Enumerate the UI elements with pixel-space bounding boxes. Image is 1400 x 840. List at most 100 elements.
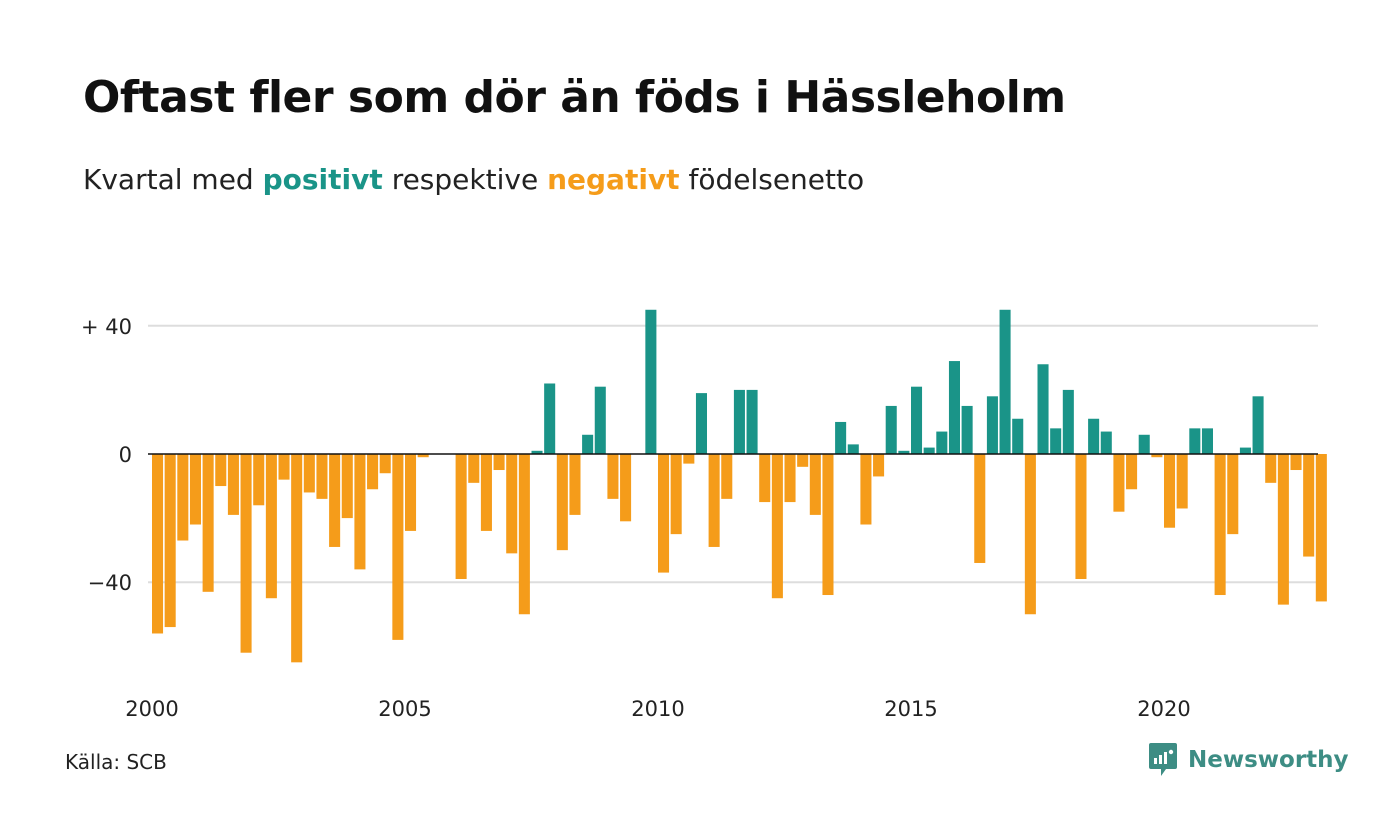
subtitle-positive-word: positivt xyxy=(262,163,383,196)
bar-62 xyxy=(936,431,948,454)
bar-20 xyxy=(405,454,417,531)
bar-10 xyxy=(278,454,290,480)
bar-2 xyxy=(177,454,189,541)
y-tick-label-0: + 40 xyxy=(81,315,132,339)
bar-87 xyxy=(1252,396,1264,454)
bar-13 xyxy=(316,454,328,499)
bar-5 xyxy=(215,454,227,487)
subtitle-negative-word: negativt xyxy=(547,163,680,196)
bar-54 xyxy=(835,421,847,454)
bar-34 xyxy=(582,434,594,454)
bar-40 xyxy=(658,454,670,573)
bar-85 xyxy=(1227,454,1239,535)
bar-16 xyxy=(354,454,366,570)
bar-39 xyxy=(645,309,657,454)
bar-78 xyxy=(1138,434,1150,454)
bar-44 xyxy=(708,454,720,547)
bar-91 xyxy=(1303,454,1315,557)
bar-69 xyxy=(1024,454,1036,615)
bar-83 xyxy=(1201,428,1213,454)
y-tick-label-2: −40 xyxy=(88,571,132,595)
bar-33 xyxy=(569,454,581,515)
x-tick-label-1: 2005 xyxy=(378,697,431,721)
bar-92 xyxy=(1315,454,1327,602)
bar-30 xyxy=(531,450,543,455)
bar-65 xyxy=(974,454,986,563)
bar-31 xyxy=(544,383,556,454)
bar-52 xyxy=(809,454,821,515)
bar-18 xyxy=(379,454,391,474)
bar-chart: + 40 0 −40 2000 2005 2010 2015 2020 xyxy=(81,309,1327,721)
bar-43 xyxy=(695,393,707,455)
bar-11 xyxy=(291,454,303,663)
subtitle-suffix: födelsenetto xyxy=(688,163,865,196)
bar-61 xyxy=(923,447,935,454)
bar-27 xyxy=(493,454,505,471)
bar-63 xyxy=(948,361,960,455)
bar-57 xyxy=(873,454,885,477)
bar-80 xyxy=(1164,454,1176,528)
bar-84 xyxy=(1214,454,1226,596)
x-tick-label-4: 2020 xyxy=(1137,697,1190,721)
bar-42 xyxy=(683,454,695,464)
bar-3 xyxy=(189,454,201,525)
bar-82 xyxy=(1189,428,1201,454)
bar-72 xyxy=(1062,389,1074,454)
chart-title: Oftast fler som dör än föds i Hässleholm xyxy=(83,72,1066,123)
bar-25 xyxy=(468,454,480,483)
bar-19 xyxy=(392,454,404,640)
bar-12 xyxy=(303,454,315,493)
bar-68 xyxy=(1012,418,1024,455)
bar-8 xyxy=(253,454,265,506)
bar-86 xyxy=(1239,447,1251,454)
bar-49 xyxy=(771,454,783,599)
bar-56 xyxy=(860,454,872,525)
bar-77 xyxy=(1126,454,1138,490)
bar-6 xyxy=(227,454,239,515)
bar-28 xyxy=(506,454,518,554)
bar-29 xyxy=(518,454,530,615)
bar-66 xyxy=(986,396,998,454)
bar-71 xyxy=(1050,428,1062,454)
bar-50 xyxy=(784,454,796,503)
bar-15 xyxy=(341,454,353,519)
source-note: Källa: SCB xyxy=(65,750,167,774)
bar-24 xyxy=(455,454,467,579)
subtitle-middle: respektive xyxy=(391,163,539,196)
bar-45 xyxy=(721,454,733,499)
bar-36 xyxy=(607,454,619,499)
bar-59 xyxy=(898,450,910,455)
bar-88 xyxy=(1265,454,1277,483)
x-tick-label-2: 2010 xyxy=(631,697,684,721)
chart-subtitle: Kvartal med positivt respektive negativt… xyxy=(83,163,864,196)
bar-1 xyxy=(164,454,176,628)
bar-75 xyxy=(1100,431,1112,454)
bar-32 xyxy=(556,454,568,551)
bar-35 xyxy=(594,386,606,454)
bar-51 xyxy=(797,454,809,467)
x-tick-label-0: 2000 xyxy=(125,697,178,721)
bar-58 xyxy=(885,405,897,455)
brand: Newsworthy xyxy=(1148,742,1349,778)
bar-14 xyxy=(329,454,341,547)
bar-37 xyxy=(620,454,632,522)
bar-90 xyxy=(1290,454,1302,471)
bar-4 xyxy=(202,454,214,592)
bar-60 xyxy=(911,386,923,454)
y-tick-label-1: 0 xyxy=(119,443,132,467)
bar-17 xyxy=(367,454,379,490)
bar-9 xyxy=(265,454,277,599)
bar-26 xyxy=(480,454,492,531)
bar-48 xyxy=(759,454,771,503)
bar-64 xyxy=(961,405,973,455)
bar-76 xyxy=(1113,454,1125,512)
bar-74 xyxy=(1088,418,1100,455)
bar-53 xyxy=(822,454,834,596)
bar-81 xyxy=(1176,454,1188,509)
bar-79 xyxy=(1151,454,1163,458)
brand-name: Newsworthy xyxy=(1188,747,1349,773)
bar-73 xyxy=(1075,454,1087,579)
bar-7 xyxy=(240,454,252,653)
bar-70 xyxy=(1037,364,1049,454)
bar-55 xyxy=(847,444,859,454)
